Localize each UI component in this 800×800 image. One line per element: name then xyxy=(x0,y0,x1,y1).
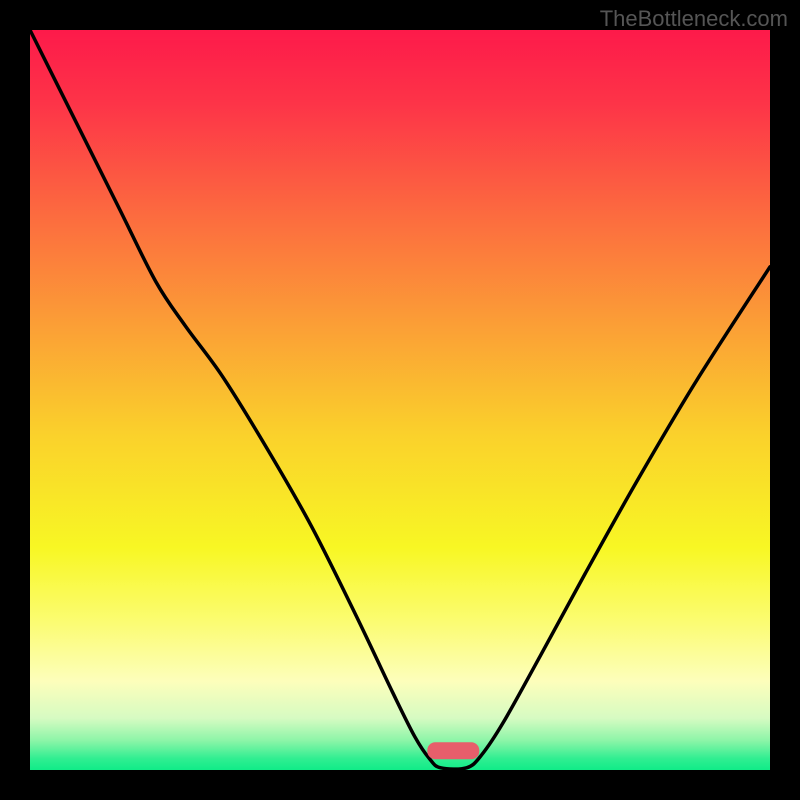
bottleneck-chart xyxy=(0,0,800,800)
watermark-text: TheBottleneck.com xyxy=(600,6,788,32)
optimal-marker xyxy=(427,742,479,759)
plot-area xyxy=(30,30,770,770)
chart-container: TheBottleneck.com xyxy=(0,0,800,800)
